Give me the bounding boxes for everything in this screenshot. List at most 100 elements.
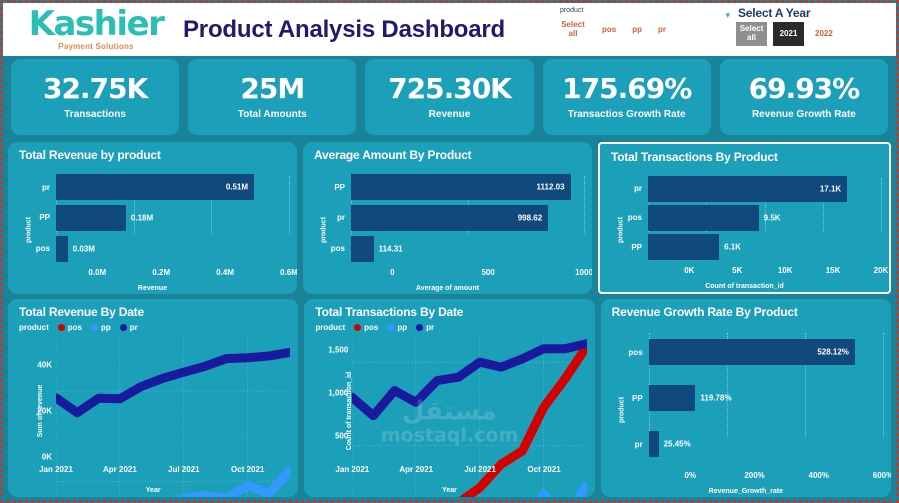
x-axis-ticks: Jan 2021 Apr 2021 Jul 2021 Oct 2021 bbox=[335, 465, 586, 477]
chart-panel-average-amount-by-product[interactable]: Average Amount By Product product PP 1112.0… bbox=[303, 142, 592, 294]
product-slicer[interactable]: product ▾ Select all pos pp pr bbox=[536, 3, 736, 56]
year-option-2021[interactable]: 2021 bbox=[773, 22, 804, 46]
chart-panel-total-revenue-by-product[interactable]: Total Revenue by product product pr 0.51M PP… bbox=[8, 142, 297, 294]
x-tick-label: 0.2M bbox=[152, 268, 171, 277]
legend-title: product bbox=[19, 323, 49, 332]
x-axis-title: Year bbox=[145, 487, 161, 494]
bar-row[interactable]: pos 528.12% bbox=[623, 339, 883, 365]
chart-plot-area: product pr 0.51M PP 0.18M pos 0.03M 0.0M 0.2M 0.4… bbox=[8, 166, 297, 294]
bar-track: 998.62 bbox=[351, 204, 584, 231]
x-axis-title: Revenue bbox=[137, 285, 168, 292]
legend-item-pp[interactable]: pp bbox=[387, 323, 407, 332]
x-tick-label: 600% bbox=[872, 471, 891, 480]
bar-fill[interactable] bbox=[648, 175, 848, 202]
bar-fill[interactable] bbox=[648, 204, 759, 231]
bar-value-label: 17.1K bbox=[819, 184, 842, 194]
bar-row[interactable]: pr 25.45% bbox=[623, 431, 883, 457]
bar-row[interactable]: PP 6.1K bbox=[622, 234, 881, 261]
page-title: Product Analysis Dashboard bbox=[183, 15, 505, 43]
bar-row[interactable]: pr 17.1K bbox=[622, 175, 881, 202]
product-option-pos[interactable]: pos bbox=[602, 24, 617, 34]
year-slicer-options: Select all 2021 2022 bbox=[736, 22, 896, 46]
legend-item-pos[interactable]: pos bbox=[57, 323, 82, 332]
x-axis-ticks: 0 500 1000 bbox=[325, 268, 592, 280]
x-axis-ticks: Jan 2021 Apr 2021 Jul 2021 Oct 2021 bbox=[39, 465, 290, 477]
chart-panel-total-revenue-by-date[interactable]: Total Revenue By Date product pos pp pr Sum o… bbox=[8, 299, 299, 497]
bar-row[interactable]: pos 114.31 bbox=[325, 235, 584, 262]
bar-row[interactable]: PP 0.18M bbox=[30, 204, 289, 231]
kpi-card: 175.69% Transactios Growth Rate bbox=[542, 59, 711, 135]
legend-item-pr[interactable]: pr bbox=[119, 323, 138, 332]
bar-row[interactable]: pr 0.51M bbox=[30, 174, 289, 201]
bar-category-label: PP bbox=[631, 393, 643, 403]
bar-row[interactable]: pos 0.03M bbox=[30, 235, 289, 262]
dashboard-canvas: Kashier Payment Solutions Product Analys… bbox=[3, 3, 896, 500]
bar-fill[interactable] bbox=[648, 385, 696, 411]
chevron-down-icon[interactable]: ▾ bbox=[725, 10, 730, 20]
legend-item-pos[interactable]: pos bbox=[354, 323, 378, 332]
legend-item-pp[interactable]: pp bbox=[91, 323, 111, 332]
legend-swatch-icon bbox=[57, 324, 65, 331]
chart-title: Total Transactions By Date bbox=[315, 305, 464, 319]
legend-item-pr[interactable]: pr bbox=[416, 323, 434, 332]
gridline bbox=[584, 176, 585, 234]
bar-track: 1112.03 bbox=[351, 174, 584, 201]
bar-value-label: 998.62 bbox=[517, 213, 543, 223]
product-option-select-all[interactable]: Select all bbox=[561, 20, 585, 39]
x-tick-label: 0.0M bbox=[88, 268, 107, 277]
chart-panel-revenue-growth-rate-by-product[interactable]: Revenue Growth Rate By Product product pos… bbox=[600, 299, 891, 497]
gridline bbox=[211, 176, 213, 234]
gridline bbox=[881, 178, 882, 232]
kpi-card: 32.75K Transactions bbox=[11, 59, 180, 135]
x-tick-label: Jan 2021 bbox=[39, 465, 73, 474]
gridline bbox=[882, 333, 884, 437]
year-option-2022[interactable]: 2022 bbox=[815, 28, 833, 38]
kpi-label: Revenue Growth Rate bbox=[751, 108, 856, 120]
bar-row[interactable]: PP 119.78% bbox=[623, 385, 883, 411]
bar-category-label: PP bbox=[39, 213, 50, 223]
bar-row[interactable]: PP 1112.03 bbox=[325, 174, 584, 201]
kpi-label: Total Amounts bbox=[237, 108, 307, 120]
product-option-pr[interactable]: pr bbox=[658, 24, 667, 34]
chart-panel-total-transactions-by-product[interactable]: Total Transactions By Product product pr 17… bbox=[598, 142, 891, 294]
chart-title: Total Transactions By Product bbox=[611, 150, 778, 164]
legend-label: pr bbox=[426, 323, 435, 332]
bar-fill[interactable] bbox=[56, 235, 68, 262]
bar-fill[interactable] bbox=[56, 204, 126, 231]
x-tick-label: 500 bbox=[481, 268, 495, 277]
gridline bbox=[289, 176, 290, 234]
line-series-pp bbox=[56, 470, 290, 497]
product-option-pp[interactable]: pp bbox=[632, 24, 643, 34]
bar-fill[interactable] bbox=[351, 174, 571, 201]
bar-fill[interactable] bbox=[351, 204, 549, 231]
bar-fill[interactable] bbox=[351, 235, 374, 262]
chart-legend: product pos pp pr bbox=[315, 323, 434, 332]
bar-row[interactable]: pos 9.5K bbox=[622, 204, 881, 231]
bar-value-label: 0.03M bbox=[72, 244, 95, 254]
dashboard-header: Kashier Payment Solutions Product Analys… bbox=[3, 3, 896, 56]
legend-label: pp bbox=[101, 323, 111, 332]
bar-value-label: 0.18M bbox=[130, 213, 154, 223]
bar-category-label: pos bbox=[628, 347, 643, 357]
bar-fill[interactable] bbox=[648, 339, 855, 365]
chart-row-top: Total Revenue by product product pr 0.51M PP… bbox=[3, 142, 896, 294]
bar-fill[interactable] bbox=[648, 431, 659, 457]
bar-fill[interactable] bbox=[648, 234, 720, 261]
chart-panel-total-transactions-by-date[interactable]: Total Transactions By Date product pos pp pr… bbox=[304, 299, 595, 497]
bar-fill[interactable] bbox=[56, 174, 255, 201]
x-axis-title: Year bbox=[442, 487, 457, 494]
year-slicer-title: Select A Year bbox=[738, 6, 811, 20]
bar-row[interactable]: pr 998.62 bbox=[325, 204, 584, 231]
line-series-pos bbox=[352, 347, 586, 497]
bar-track: 17.1K bbox=[648, 175, 881, 202]
bar-rows: pr 17.1K pos 9.5K PP 6.1K bbox=[622, 174, 881, 262]
kpi-value: 69.93% bbox=[748, 71, 861, 105]
bar-rows: pos 528.12% PP 119.78% pr 25.45% bbox=[623, 329, 883, 467]
kpi-row: 32.75K Transactions 25M Total Amounts 725.30… bbox=[3, 59, 896, 135]
legend-swatch-icon bbox=[119, 324, 127, 331]
gridline bbox=[764, 178, 766, 232]
year-slicer[interactable]: Select A Year Select all 2021 2022 bbox=[736, 3, 896, 56]
year-option-select-all[interactable]: Select all bbox=[736, 22, 767, 46]
gridline bbox=[726, 333, 728, 437]
x-tick-label: Jul 2021 bbox=[168, 465, 200, 474]
